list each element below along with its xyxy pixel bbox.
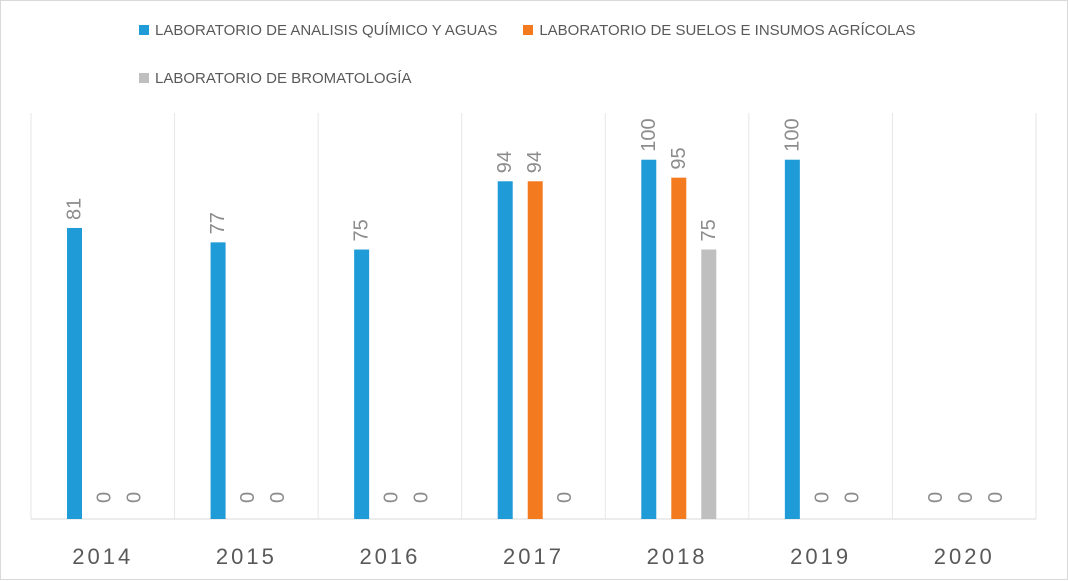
data-label: 77: [207, 212, 229, 234]
legend-item-quimico-aguas: LABORATORIO DE ANALISIS QUÍMICO Y AGUAS: [139, 22, 497, 39]
data-label: 0: [124, 492, 146, 503]
x-tick-label: 2017: [503, 544, 564, 569]
data-label: 0: [925, 492, 947, 503]
x-tick-label: 2020: [934, 544, 995, 569]
bar: [527, 181, 543, 519]
legend-swatch: [523, 25, 534, 35]
data-label: 0: [955, 492, 977, 503]
legend-label: LABORATORIO DE BROMATOLOGÍA: [155, 69, 412, 87]
data-label: 0: [841, 492, 863, 503]
bar: [67, 227, 82, 519]
legend-label: LABORATORIO DE SUELOS E INSUMOS AGRÍCOLA…: [539, 21, 916, 39]
x-tick-label: 2016: [359, 544, 420, 569]
data-label: 75: [698, 219, 720, 241]
data-label: 0: [411, 492, 433, 503]
legend-row-1: LABORATORIO DE ANALISIS QUÍMICO Y AGUAS …: [139, 19, 1039, 41]
x-tick-label: 2018: [647, 544, 708, 569]
bar: [784, 159, 800, 520]
bar: [701, 249, 717, 519]
legend-row-2: LABORATORIO DE BROMATOLOGÍA: [139, 67, 1039, 89]
data-label: 100: [781, 118, 803, 151]
bar: [354, 249, 370, 519]
legend-swatch: [139, 25, 149, 35]
data-label: 95: [668, 147, 690, 169]
legend-swatch: [139, 73, 149, 83]
data-label: 94: [524, 151, 546, 173]
bar: [641, 159, 657, 520]
legend: LABORATORIO DE ANALISIS QUÍMICO Y AGUAS …: [139, 19, 1039, 115]
x-tick-label: 2015: [216, 544, 277, 569]
data-label: 0: [94, 492, 116, 503]
bar: [210, 242, 226, 519]
bar: [671, 177, 687, 520]
data-label: 0: [554, 492, 576, 503]
data-label: 0: [267, 492, 289, 503]
x-tick-label: 2014: [72, 544, 133, 569]
legend-item-bromatologia: LABORATORIO DE BROMATOLOGÍA: [139, 70, 411, 87]
data-label: 0: [811, 492, 833, 503]
legend-label: LABORATORIO DE ANALISIS QUÍMICO Y AGUAS: [155, 21, 498, 39]
data-label: 75: [351, 219, 373, 241]
data-label: 0: [237, 492, 259, 503]
legend-item-suelos-insumos: LABORATORIO DE SUELOS E INSUMOS AGRÍCOLA…: [523, 21, 916, 39]
data-label: 100: [638, 118, 660, 151]
x-tick-label: 2019: [790, 544, 851, 569]
data-label: 0: [381, 492, 403, 503]
bar: [497, 181, 513, 519]
data-label: 0: [985, 492, 1007, 503]
data-label: 81: [64, 198, 86, 220]
data-label: 94: [494, 151, 516, 173]
